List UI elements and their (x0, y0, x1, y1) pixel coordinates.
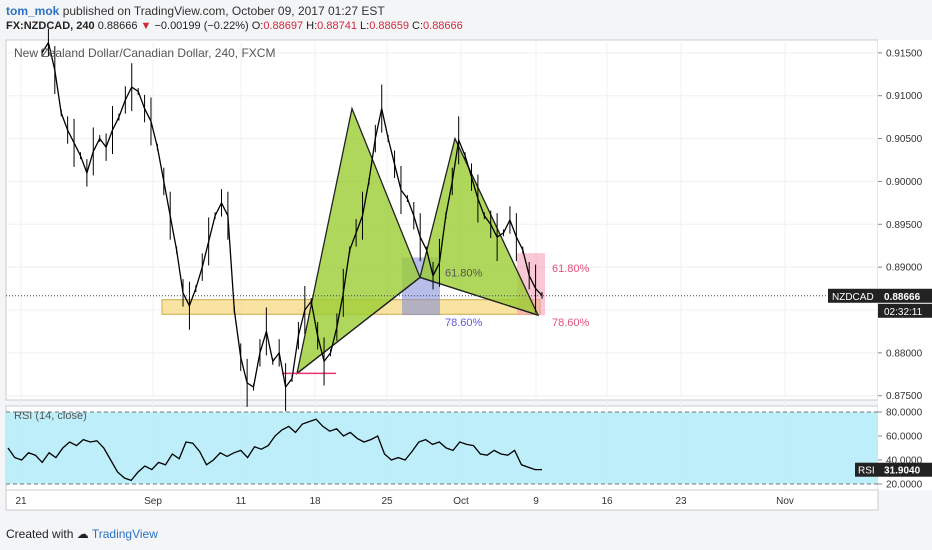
fib-label: 61.80% (552, 263, 590, 275)
footer: Created with ☁ TradingView (6, 527, 158, 541)
time-tick-label: 18 (309, 496, 321, 507)
symbol-line: FX:NZDCAD, 240 0.88666 ▼ −0.00199 (−0.22… (6, 20, 463, 32)
xb-leg (296, 276, 421, 374)
rsi-band (6, 412, 878, 484)
time-tick-label: 23 (675, 496, 687, 507)
rsi-value-tag: 31.9040 (884, 466, 921, 477)
time-tick-label: 16 (601, 496, 613, 507)
fib-label: 78.60% (552, 317, 590, 329)
rsi-tick-label: 60.0000 (886, 432, 923, 443)
time-tick-label: 11 (236, 496, 247, 507)
ohlc-high-value: 0.88741 (317, 20, 357, 32)
time-tick-label: 25 (381, 496, 393, 507)
ohlc-open-label: O: (251, 20, 264, 32)
ohlc-low-label: L: (360, 20, 370, 32)
ohlc-low-value: 0.88659 (369, 20, 409, 32)
price-tick-label: 0.89500 (886, 220, 923, 231)
rsi-tick-label: 40.0000 (886, 456, 923, 467)
created-with-text: Created with (6, 527, 74, 541)
symbol-label: FX:NZDCAD, 240 (6, 20, 95, 32)
publish-line: tom_mok published on TradingView.com, Oc… (6, 4, 385, 18)
tradingview-logo-icon: ☁ (76, 527, 89, 541)
change-value: −0.00199 (−0.22%) (154, 20, 249, 32)
time-tick-label: Nov (776, 496, 794, 507)
price-tick-label: 0.90000 (886, 177, 923, 188)
author-link[interactable]: tom_mok (6, 4, 60, 18)
rsi-tick-label: 20.0000 (886, 480, 923, 491)
time-tick-label: 9 (533, 496, 539, 507)
time-tick-label: Oct (453, 496, 469, 507)
tradingview-brand[interactable]: TradingView (91, 527, 158, 541)
price-tick-label: 0.91000 (886, 91, 923, 102)
fib-label: 78.60% (445, 317, 483, 329)
rsi-series-line (7, 418, 542, 482)
price-tick-label: 0.90500 (886, 134, 923, 145)
time-axis-area (5, 489, 879, 511)
last-price: 0.88666 (97, 20, 138, 32)
time-tick-label: Sep (144, 496, 162, 507)
last-price-tag-bg (878, 288, 932, 303)
price-tick-label: 0.87500 (886, 391, 923, 402)
price-axis-area (878, 40, 932, 490)
price-tick-label: 0.91500 (886, 48, 923, 59)
rsi-name-tag-bg (855, 462, 878, 477)
chart-title: New Zealand Dollar/Canadian Dollar, 240,… (14, 46, 275, 60)
rsi-title: RSI (14, close) (14, 410, 87, 422)
symbol-tag: NZDCAD (832, 292, 874, 303)
ohlc-high-label: H: (306, 20, 318, 32)
ohlc-close-label: C: (412, 20, 424, 32)
rsi-tick-label: 80.0000 (886, 408, 923, 419)
ohlc-close-value: 0.88666 (423, 20, 463, 32)
countdown-tag-bg (878, 303, 932, 318)
ohlc-open-value: 0.88697 (263, 20, 304, 32)
rsi-value-tag-bg (878, 462, 932, 477)
published-text: published on TradingView.com, October 09… (62, 4, 385, 18)
price-tick-label: 0.89000 (886, 263, 923, 274)
countdown-tag: 02:32:11 (884, 307, 923, 318)
time-tick-label: 21 (15, 496, 27, 507)
price-tick-label: 0.88000 (886, 348, 923, 359)
last-price-tag: 0.88666 (884, 292, 921, 303)
symbol-tag-bg (828, 288, 878, 303)
down-arrow-icon: ▼ (140, 20, 152, 32)
fib-label: 61.80% (445, 267, 483, 279)
rsi-name-tag: RSI (858, 466, 875, 477)
